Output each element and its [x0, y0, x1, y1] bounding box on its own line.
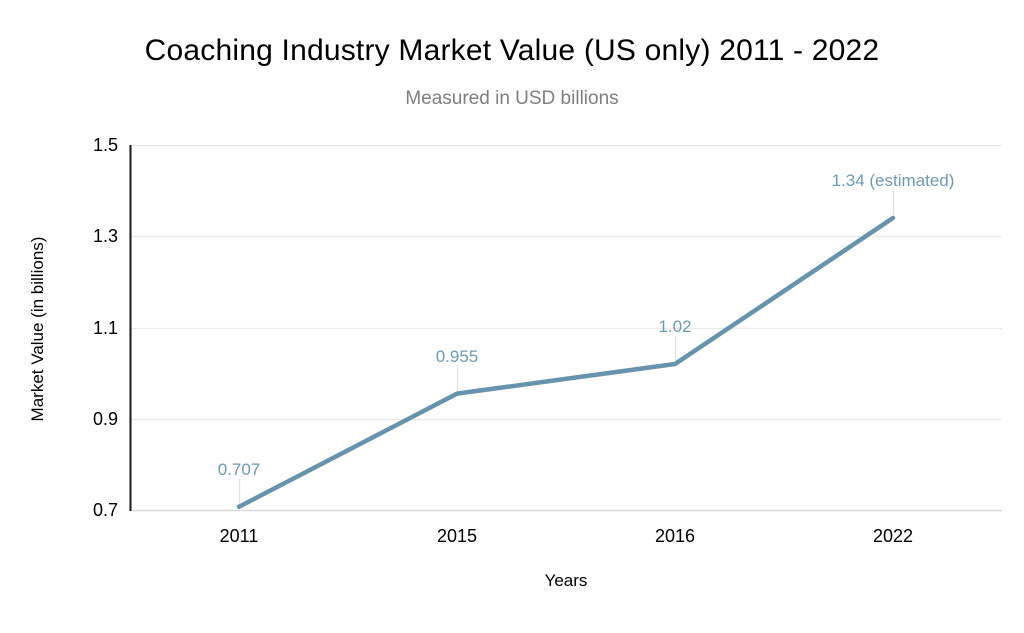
- y-tick-label: 0.9: [92, 408, 118, 429]
- x-tick-label: 2011: [219, 526, 259, 546]
- data-point-label: 1.02: [658, 317, 692, 336]
- chart-subtitle: Measured in USD billions: [405, 88, 619, 109]
- x-tick-label: 2022: [872, 526, 914, 546]
- y-tick-label: 0.7: [92, 500, 118, 520]
- x-tick-label: 2016: [654, 526, 696, 546]
- data-point-label: 0.955: [435, 346, 479, 366]
- y-tick-label: 1.3: [92, 226, 118, 247]
- y-tick-label: 1.5: [92, 135, 118, 155]
- data-point-label: 1.34 (estimated): [831, 171, 955, 190]
- x-axis-title: Years: [544, 571, 588, 590]
- chart-title: Coaching Industry Market Value (US only)…: [144, 34, 880, 67]
- data-point-label: 0.707: [217, 459, 261, 479]
- data-series-line: [236, 215, 896, 510]
- x-tick-label: 2015: [436, 526, 478, 546]
- y-tick-label: 1.1: [92, 317, 118, 338]
